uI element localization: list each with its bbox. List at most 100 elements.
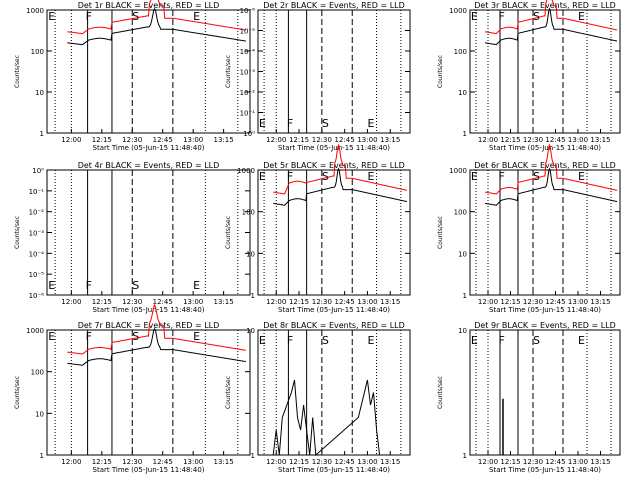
interval-marker: F <box>86 279 92 292</box>
interval-marker: S <box>533 10 540 23</box>
x-tick-label: 13:15 <box>380 298 400 306</box>
interval-marker: E <box>578 10 585 23</box>
y-tick-label: 10⁻² <box>29 209 45 217</box>
x-tick-label: 13:00 <box>357 298 377 306</box>
x-tick-label: 12:00 <box>478 136 498 144</box>
panel-4: Det 4r BLACK = Events, RED = LLD 10⁻⁶ 10⁻⁵… <box>14 161 251 314</box>
interval-marker: E <box>48 10 55 23</box>
x-tick-label: 13:00 <box>357 458 377 466</box>
y-tick-label: 10⁻⁴ <box>29 250 45 258</box>
interval-marker: S <box>322 117 329 130</box>
panel-title: Det 4r BLACK = Events, RED = LLD <box>78 161 220 170</box>
interval-marker: E <box>259 117 266 130</box>
interval-marker: S <box>322 334 329 347</box>
plot-frame <box>469 9 621 134</box>
x-tick-label: 13:15 <box>380 136 400 144</box>
panel-5: Det 5r BLACK = Events, RED = LLD 1 10 100 10… <box>225 143 411 314</box>
x-tick-label: 13:15 <box>214 136 234 144</box>
y-axis-label: Counts/sec <box>225 376 232 409</box>
series-line-lld <box>273 143 408 195</box>
y-tick-label: 10⁻¹ <box>29 188 45 196</box>
y-tick-label: 10 <box>458 327 467 335</box>
x-tick-label: 12:30 <box>122 136 142 144</box>
x-tick-label: 12:45 <box>335 298 355 306</box>
plot-frame <box>257 169 411 296</box>
series-line-events <box>272 379 381 457</box>
interval-marker: S <box>322 170 329 183</box>
x-tick-label: 12:15 <box>92 298 112 306</box>
panel-title: Det 6r BLACK = Events, RED = LLD <box>474 161 616 170</box>
y-tick-label: 1000 <box>449 167 467 175</box>
y-tick-label: 1 <box>463 452 467 460</box>
x-tick-label: 12:45 <box>545 458 565 466</box>
y-axis-label: Counts/sec <box>437 216 444 249</box>
y-tick-label: 1000 <box>26 7 44 15</box>
interval-marker: S <box>132 279 139 292</box>
x-tick-label: 12:30 <box>523 298 543 306</box>
y-tick-label: 1 <box>40 130 44 138</box>
y-tick-label: 100 <box>31 369 44 377</box>
x-axis-label: Start Time (05-Jun-15 11:48:40) <box>489 306 601 314</box>
y-tick-label: 1000 <box>26 327 44 335</box>
x-tick-label: 12:00 <box>61 298 81 306</box>
interval-marker: S <box>132 10 139 23</box>
panel-6: Det 6r BLACK = Events, RED = LLD 1 10 100 10… <box>437 143 621 314</box>
x-tick-label: 12:30 <box>312 298 332 306</box>
y-tick-label: 100 <box>454 48 467 56</box>
x-tick-label: 13:00 <box>357 136 377 144</box>
panel-title: Det 5r BLACK = Events, RED = LLD <box>263 161 405 170</box>
interval-marker: E <box>48 279 55 292</box>
x-tick-label: 12:30 <box>312 136 332 144</box>
x-tick-label: 12:30 <box>312 458 332 466</box>
interval-marker: F <box>287 170 293 183</box>
y-axis-label: Counts/sec <box>437 55 444 88</box>
panel-1: Det 1r BLACK = Events, RED = LLD 1 10 100 10… <box>14 0 251 152</box>
series-line-events <box>67 7 246 46</box>
x-axis-label: Start Time (05-Jun-15 11:48:40) <box>489 466 601 474</box>
y-axis-label: Counts/sec <box>225 55 232 88</box>
y-tick-label: 10 <box>35 410 44 418</box>
x-tick-label: 12:30 <box>523 136 543 144</box>
interval-marker: E <box>193 10 200 23</box>
series-line-events <box>67 327 246 366</box>
interval-marker: F <box>499 10 505 23</box>
y-tick-label: 1000 <box>237 167 255 175</box>
y-tick-label: 10 <box>246 250 255 258</box>
x-axis-label: Start Time (05-Jun-15 11:48:40) <box>278 144 390 152</box>
x-axis-label: Start Time (05-Jun-15 11:48:40) <box>93 306 205 314</box>
plot-frame <box>46 169 251 296</box>
x-tick-label: 13:15 <box>214 458 234 466</box>
interval-marker: E <box>259 334 266 347</box>
interval-marker: F <box>499 170 505 183</box>
x-tick-label: 12:45 <box>153 298 173 306</box>
y-tick-label: 1000 <box>449 7 467 15</box>
x-tick-label: 12:15 <box>92 458 112 466</box>
plot-frame <box>257 329 411 456</box>
x-tick-label: 13:00 <box>568 136 588 144</box>
x-tick-label: 12:45 <box>335 458 355 466</box>
x-tick-label: 13:00 <box>183 298 203 306</box>
y-tick-label: 10⁻⁶ <box>29 292 45 300</box>
interval-marker: E <box>193 330 200 343</box>
series-line-events <box>484 167 618 206</box>
interval-marker: S <box>533 170 540 183</box>
y-axis-label: Counts/sec <box>225 216 232 249</box>
y-tick-label: 1 <box>251 452 255 460</box>
interval-marker: E <box>471 334 478 347</box>
x-tick-label: 12:45 <box>153 136 173 144</box>
y-tick-label: 10 <box>458 250 467 258</box>
x-axis-label: Start Time (05-Jun-15 11:48:40) <box>278 466 390 474</box>
interval-marker: F <box>86 10 92 23</box>
x-tick-label: 13:15 <box>214 298 234 306</box>
y-tick-label: 100 <box>454 209 467 217</box>
interval-marker: E <box>367 334 374 347</box>
plot-frame <box>257 9 411 134</box>
y-tick-label: 1 <box>40 452 44 460</box>
y-tick-label: 1 <box>251 292 255 300</box>
y-tick-label: 10 <box>35 89 44 97</box>
interval-marker: F <box>287 117 293 130</box>
panel-title: Det 8r BLACK = Events, RED = LLD <box>263 321 405 330</box>
y-tick-label: 10⁰ <box>243 130 255 138</box>
y-tick-label: 1 <box>463 130 467 138</box>
y-tick-label: 10⁻³ <box>29 230 45 238</box>
